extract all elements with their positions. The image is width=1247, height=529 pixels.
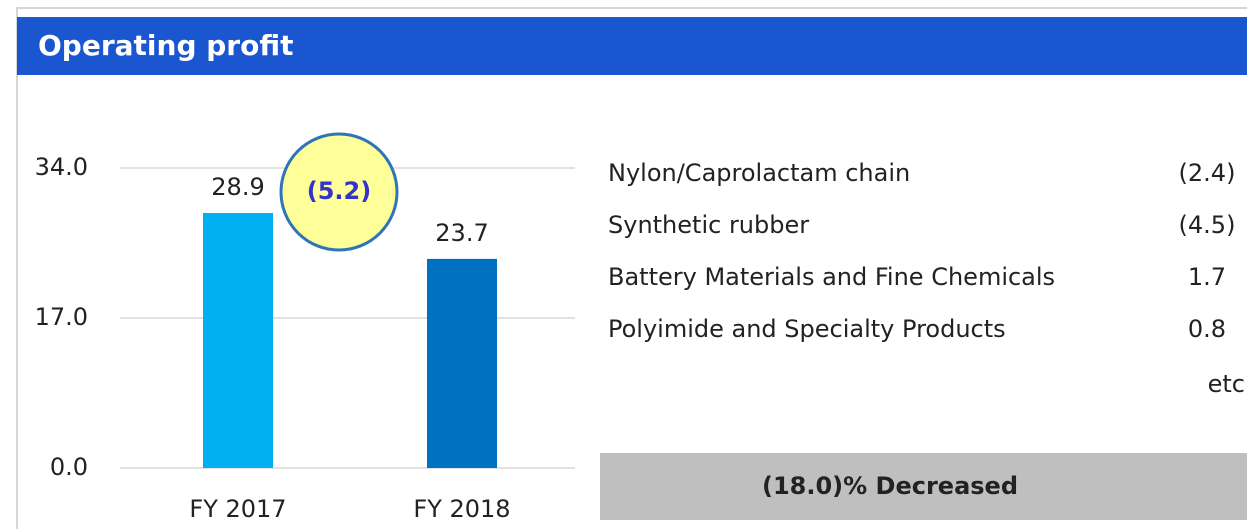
x-tick-label: FY 2017 bbox=[189, 495, 286, 523]
annotation-bubble bbox=[279, 132, 399, 252]
breakdown-value: (4.5) bbox=[1179, 211, 1236, 239]
bar bbox=[427, 258, 497, 468]
header-bar bbox=[17, 17, 1247, 75]
header-title: Operating profit bbox=[38, 29, 293, 62]
breakdown-label: Nylon/Caprolactam chain bbox=[608, 159, 910, 187]
annotation-text: (5.2) bbox=[307, 177, 371, 205]
y-tick-label: 0.0 bbox=[50, 453, 88, 481]
breakdown-value: 0.8 bbox=[1188, 315, 1226, 343]
data-label: 28.9 bbox=[211, 173, 264, 201]
breakdown-value: 1.7 bbox=[1188, 263, 1226, 291]
data-label: 23.7 bbox=[435, 219, 488, 247]
y-tick-label: 34.0 bbox=[35, 153, 88, 181]
summary-text: (18.0)% Decreased bbox=[762, 472, 1018, 500]
breakdown-note: etc bbox=[1208, 370, 1245, 398]
y-tick-label: 17.0 bbox=[35, 303, 88, 331]
breakdown-value: (2.4) bbox=[1179, 159, 1236, 187]
breakdown-label: Synthetic rubber bbox=[608, 211, 809, 239]
bar bbox=[203, 213, 273, 468]
x-tick-label: FY 2018 bbox=[413, 495, 510, 523]
breakdown-label: Polyimide and Specialty Products bbox=[608, 315, 1006, 343]
summary-box bbox=[600, 453, 1247, 520]
breakdown-label: Battery Materials and Fine Chemicals bbox=[608, 263, 1055, 291]
